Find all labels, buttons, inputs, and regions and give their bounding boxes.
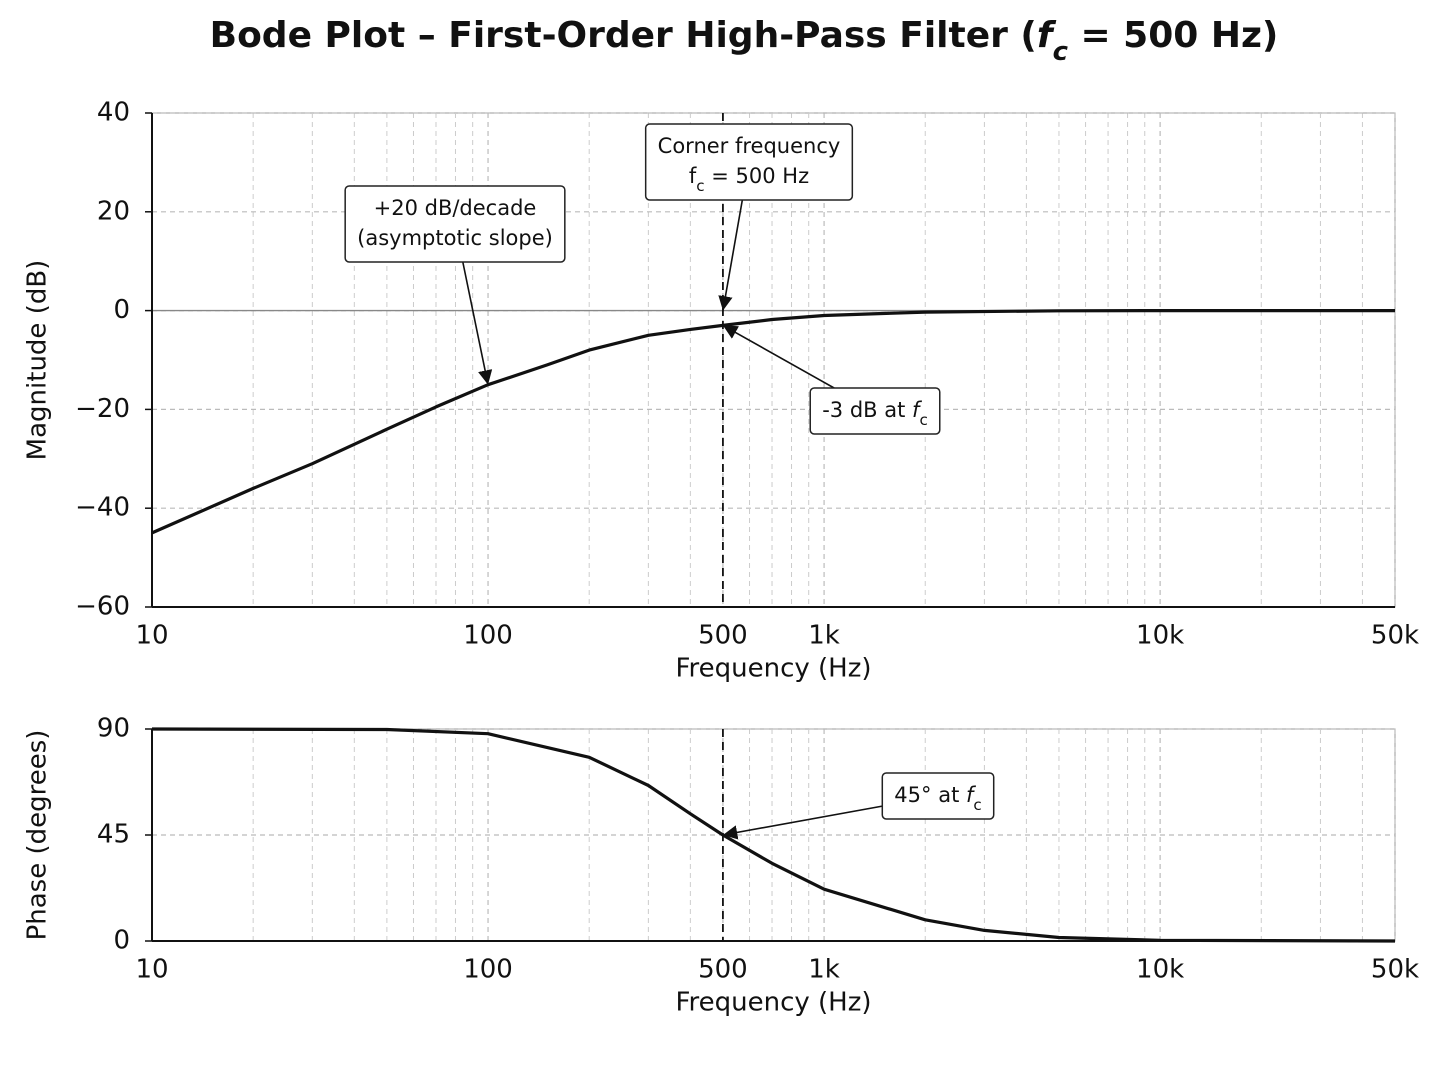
annotation-text: +20 dB/decade	[374, 196, 537, 220]
annotation: Corner frequency fc = 500 Hz	[644, 123, 854, 201]
text-part: +20 dB/decade	[374, 196, 537, 220]
annotation-box	[644, 123, 854, 201]
y-axis-label: Magnitude (dB)	[23, 260, 53, 461]
annotation-text: fc = 500 Hz	[689, 164, 809, 195]
x-axis-label: Frequency (Hz)	[675, 654, 871, 684]
y-tick-label: 40	[97, 98, 130, 128]
x-tick-label: 1k	[808, 955, 840, 985]
annotation-box	[344, 185, 566, 263]
y-tick-label: 90	[97, 714, 130, 744]
x-tick-label: 10k	[1136, 955, 1184, 985]
x-tick-label: 1k	[808, 621, 840, 651]
text-part: f	[689, 164, 697, 188]
y-tick-label: 20	[97, 196, 130, 226]
subscript: c	[1053, 37, 1069, 67]
x-tick-label: 10	[135, 955, 168, 985]
data-line	[151, 727, 1396, 943]
x-axis-label: Frequency (Hz)	[675, 988, 871, 1018]
subscript: c	[919, 411, 927, 429]
text-part: -3 dB at	[822, 398, 912, 422]
annotation-box	[881, 772, 995, 820]
y-axis-label: Phase (degrees)	[23, 730, 53, 941]
x-tick-label: 100	[463, 621, 513, 651]
annotation-text: -3 dB at fc	[822, 398, 928, 429]
x-tick-label: 100	[463, 955, 513, 985]
annotation-arrow	[722, 805, 883, 840]
annotation-box	[809, 387, 941, 435]
italic-part: f	[912, 398, 923, 422]
text-part: 45° at	[894, 783, 966, 807]
y-tick-label: 0	[113, 926, 130, 956]
annotation-text: (asymptotic slope)	[357, 226, 553, 250]
annotation: -3 dB at fc	[809, 387, 941, 435]
subscript: c	[973, 796, 981, 814]
annotation-text: 45° at fc	[894, 783, 981, 814]
x-tick-label: 10k	[1136, 621, 1184, 651]
italic-part: f	[966, 783, 977, 807]
annotation: +20 dB/decade (asymptotic slope)	[344, 185, 566, 263]
y-tick-label: −40	[75, 493, 130, 523]
text-part: Bode Plot – First-Order High-Pass Filter…	[210, 15, 1037, 56]
x-tick-label: 500	[698, 955, 748, 985]
figure-title: Bode Plot – First-Order High-Pass Filter…	[210, 15, 1279, 67]
annotation: 45° at fc	[881, 772, 995, 820]
x-tick-label: 50k	[1371, 621, 1419, 651]
annotation-arrow	[462, 261, 493, 385]
text-part: Corner frequency	[658, 134, 841, 158]
text-part: (asymptotic slope)	[357, 226, 553, 250]
annotation-arrow	[722, 324, 835, 389]
italic-part: f	[1037, 15, 1057, 56]
x-tick-label: 50k	[1371, 955, 1419, 985]
y-tick-label: 45	[97, 820, 130, 850]
y-tick-label: −60	[75, 592, 130, 622]
annotation-text: Corner frequency	[658, 134, 841, 158]
subscript: c	[696, 177, 704, 195]
x-tick-label: 10	[135, 621, 168, 651]
annotation-arrow	[718, 199, 744, 311]
text-part: = 500 Hz	[705, 164, 810, 188]
x-tick-label: 500	[698, 621, 748, 651]
y-tick-label: −20	[75, 394, 130, 424]
text-part: = 500 Hz)	[1068, 15, 1278, 56]
data-line	[151, 309, 1395, 535]
y-tick-label: 0	[113, 295, 130, 325]
